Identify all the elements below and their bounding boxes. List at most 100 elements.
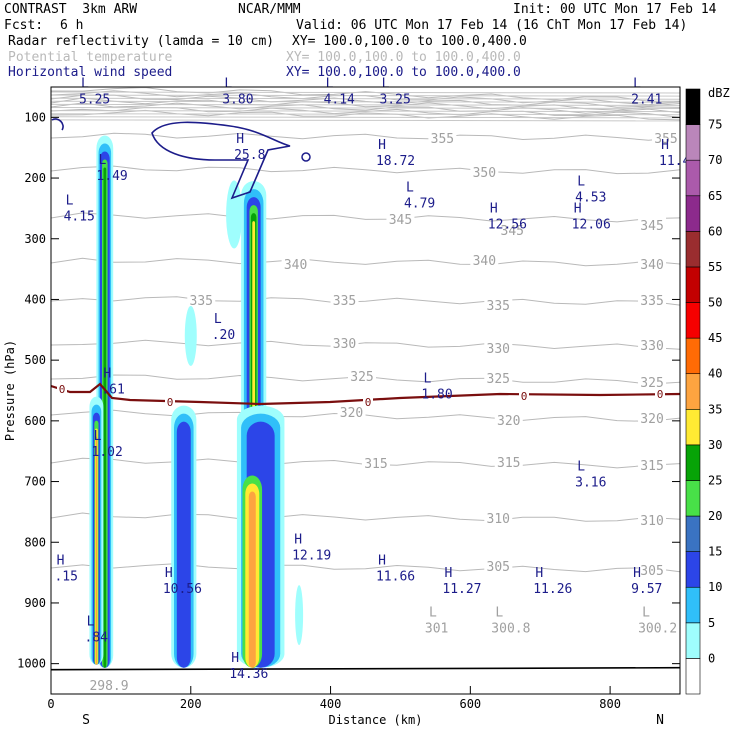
colorbar-segment [685,337,701,375]
theta-label-bg [638,410,667,424]
wind-extreme-marker: L [382,77,390,92]
wind-extreme-marker: L [214,312,222,327]
wind-extreme-value: 12.56 [488,218,527,233]
theta-contour-label: 340 [284,258,307,273]
colorbar-tick-label: 60 [708,224,722,238]
colorbar-tick-label: 65 [708,189,722,203]
y-tick-label: 500 [24,353,46,367]
theta-label-bg [638,374,667,388]
model-name: CONTRAST 3km ARW [4,2,138,17]
theta-contour-label: 315 [364,457,387,472]
wind-extreme-marker: H [103,367,111,382]
wind-extreme-value: 10.56 [163,582,202,597]
theta-extreme-marker: L [642,605,650,620]
wind-extreme-value: 11.26 [533,582,572,597]
field-xy-reflectivity: XY= 100.0,100.0 to 100.0,400.0 [292,34,527,49]
theta-contour-label: 325 [350,370,373,385]
theta-contour-label: 355 [431,132,454,147]
wind-extreme-marker: L [224,77,232,92]
theta-contour-label: 330 [640,339,663,354]
field-name-potential-temperature: Potential temperature [8,50,173,65]
freezing-level-label: 0 [657,388,664,401]
theta-contour-line [51,257,680,267]
theta-label-bg [348,368,377,382]
y-tick-label: 1000 [17,657,46,671]
theta-contour-line [51,296,680,306]
plot-frame [50,86,681,695]
colorbar-tick-label: 5 [708,616,715,630]
theta-contour-line [51,97,680,111]
y-tick-label: 600 [24,414,46,428]
theta-contour-label: 345 [640,219,663,234]
theta-contour-line [51,100,680,103]
wind-extreme-marker: L [81,77,89,92]
theta-contour-line [51,87,680,102]
wind-extreme-marker: L [406,180,414,195]
wind-extreme-marker: H [633,566,641,581]
theta-label-bg [361,455,390,469]
theta-contour-line [51,119,680,122]
wind-extreme-marker: H [378,138,386,153]
theta-contour-label: 315 [640,459,663,474]
wind-extreme-value: 4.79 [404,196,435,211]
theta-label-bg [484,510,513,524]
theta-contour-label: 335 [487,299,510,314]
theta-contour-line [51,563,680,573]
theta-contour-line [51,116,680,119]
theta-contour-line [51,94,680,97]
reflectivity-cell [95,436,98,665]
theta-extreme-value: 298.9 [89,679,128,694]
wind-extreme-value: .61 [101,383,124,398]
colorbar-segment [685,658,701,695]
theta-label-bg [638,292,667,306]
x-tick-label: 600 [459,697,481,711]
theta-contour-line [51,103,680,106]
theta-contour-label: 325 [487,372,510,387]
theta-contour-label: 350 [473,166,496,181]
theta-contour-label: 335 [333,294,356,309]
theta-contour-label: 330 [333,337,356,352]
wind-extreme-value: 12.06 [572,218,611,233]
theta-contour-line [51,165,680,175]
theta-label-bg [330,292,359,306]
theta-contour-label: 320 [340,406,363,421]
theta-label-bg [494,412,523,426]
wind-extreme-value: 12.19 [292,548,331,563]
theta-label-bg [638,337,667,351]
x-tick-label: 800 [599,697,621,711]
wind-extreme-value: 5.25 [79,93,110,108]
wind-extreme-marker: L [577,460,585,475]
freezing-label-bg [57,383,67,394]
theta-contour-label: 320 [497,414,520,429]
field-name-reflectivity: Radar reflectivity (lamda = 10 cm) [8,34,275,49]
freezing-level-label: 0 [167,396,174,409]
theta-contour-label: 340 [473,254,496,269]
theta-contour-label: 355 [654,132,677,147]
x-end-label-south: S [82,713,90,728]
wind-extreme-marker: L [66,194,74,209]
theta-contour-line [51,113,680,116]
colorbar-tick-label: 75 [708,118,722,132]
wind-extreme-value: 1.49 [96,169,127,184]
wind-extreme-marker: H [57,554,65,569]
wind-extreme-marker: H [231,651,239,666]
theta-label-bg [638,562,667,576]
freezing-level-label: 0 [59,383,66,396]
theta-extreme-value: 301 [425,621,448,636]
theta-label-bg [638,217,667,231]
y-tick-label: 100 [24,110,46,124]
wind-extreme-marker: H [165,566,173,581]
colorbar-tick-label: 15 [708,545,722,559]
reflectivity-cell [226,180,243,249]
colorbar-segment [685,124,701,161]
theta-contour-line [51,91,680,94]
theta-contour-label: 345 [501,224,524,239]
wind-extreme-value: 9.57 [631,582,662,597]
fcst-label: Fcst: [4,18,44,33]
wind-speed-contour [51,118,64,131]
wind-extreme-value: 11.66 [376,570,415,585]
theta-contour-label: 340 [640,258,663,273]
wind-extreme-marker: L [423,372,431,387]
wind-extreme-value: 14.36 [229,667,268,682]
